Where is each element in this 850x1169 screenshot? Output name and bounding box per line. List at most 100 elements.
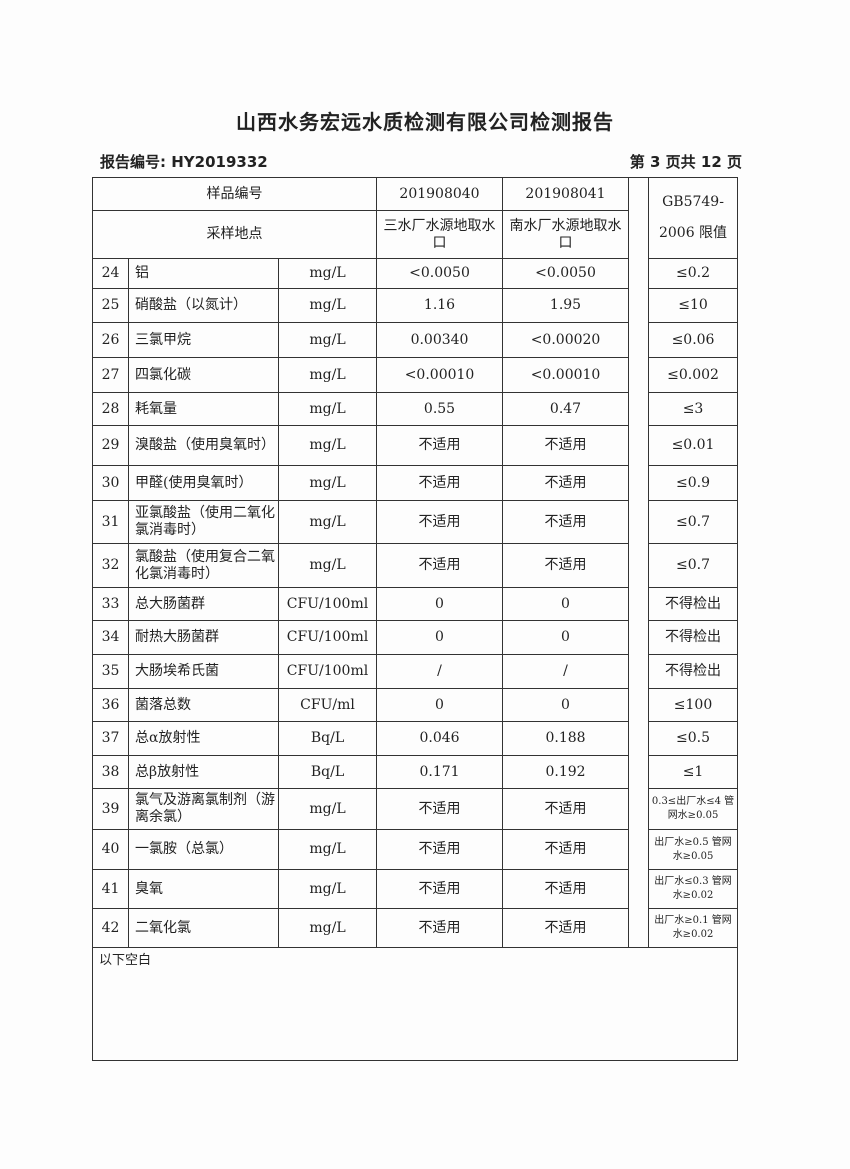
item-unit: mg/L [277, 392, 378, 426]
item-number: 37 [92, 721, 129, 756]
limit-value: ≤0.002 [648, 357, 739, 393]
sample-1-value: <0.0050 [376, 258, 504, 289]
table-row: 42 二氧化氯 mg/L 不适用 不适用 出厂水≥0.1 管网水≥0.02 [92, 908, 739, 948]
table-row: 35 大肠埃希氏菌 CFU/100ml / / 不得检出 [92, 654, 739, 689]
sample-1-value: 0.046 [376, 721, 504, 756]
report-number: 报告编号: HY2019332 [100, 153, 268, 171]
item-name: 亚氯酸盐（使用二氧化氯消毒时） [128, 500, 279, 544]
item-unit: mg/L [277, 829, 378, 870]
item-number: 26 [92, 322, 129, 358]
item-name: 溴酸盐（使用臭氧时） [128, 425, 279, 466]
sample-1-value: 不适用 [376, 425, 504, 466]
table-row: 24 铝 mg/L <0.0050 <0.0050 ≤0.2 [92, 258, 739, 289]
item-name: 耗氧量 [128, 392, 279, 426]
item-unit: CFU/100ml [277, 654, 378, 689]
sample-1-value: 0.00340 [376, 322, 504, 358]
table-row: 38 总β放射性 Bq/L 0.171 0.192 ≤1 [92, 755, 739, 789]
table-row: 37 总α放射性 Bq/L 0.046 0.188 ≤0.5 [92, 721, 739, 756]
item-unit: CFU/100ml [277, 620, 378, 655]
limit-value: ≤0.01 [648, 425, 739, 466]
sample-2-value: 不适用 [502, 500, 630, 544]
limit-value: ≤0.7 [648, 500, 739, 544]
item-number: 36 [92, 688, 129, 722]
item-name: 一氯胺（总氯） [128, 829, 279, 870]
item-name: 总α放射性 [128, 721, 279, 756]
limit-value: ≤0.2 [648, 258, 739, 289]
item-name: 臭氧 [128, 869, 279, 909]
spacer-column [628, 177, 650, 948]
item-name: 三氯甲烷 [128, 322, 279, 358]
results-table: 样品编号 201908040 201908041 GB5749- 2006 限值 … [91, 177, 739, 1061]
item-number: 28 [92, 392, 129, 426]
item-number: 33 [92, 587, 129, 621]
sample-2-id: 201908041 [502, 177, 630, 211]
item-name: 硝酸盐（以氮计） [128, 288, 279, 323]
item-number: 27 [92, 357, 129, 393]
sample-1-value: 0 [376, 620, 504, 655]
item-number: 29 [92, 425, 129, 466]
sample-2-value: 不适用 [502, 465, 630, 501]
sample-2-value: 不适用 [502, 869, 630, 909]
sample-1-value: 1.16 [376, 288, 504, 323]
item-name: 甲醛(使用臭氧时） [128, 465, 279, 501]
item-number: 42 [92, 908, 129, 948]
sample-1-value: 0 [376, 688, 504, 722]
item-name: 四氯化碳 [128, 357, 279, 393]
sample-2-value: 0 [502, 688, 630, 722]
sample-2-value: <0.0050 [502, 258, 630, 289]
item-number: 32 [92, 543, 129, 588]
item-unit: mg/L [277, 425, 378, 466]
item-unit: Bq/L [277, 755, 378, 789]
location-label: 采样地点 [91, 210, 378, 259]
item-unit: Bq/L [277, 721, 378, 756]
limit-value: 出厂水≥0.1 管网水≥0.02 [648, 908, 739, 948]
sample-2-value: 1.95 [502, 288, 630, 323]
item-unit: mg/L [277, 908, 378, 948]
sample-1-value: 不适用 [376, 829, 504, 870]
limit-value: ≤3 [648, 392, 739, 426]
limit-value: 不得检出 [648, 587, 739, 621]
item-name: 菌落总数 [128, 688, 279, 722]
item-number: 38 [92, 755, 129, 789]
item-name: 二氧化氯 [128, 908, 279, 948]
sample-2-value: 不适用 [502, 829, 630, 870]
table-row: 26 三氯甲烷 mg/L 0.00340 <0.00020 ≤0.06 [92, 322, 739, 358]
page-info: 第 3 页共 12 页 [629, 153, 742, 171]
item-unit: mg/L [277, 869, 378, 909]
sample-2-value: 不适用 [502, 908, 630, 948]
sample-2-value: <0.00010 [502, 357, 630, 393]
limit-value: 出厂水≤0.3 管网水≥0.02 [648, 869, 739, 909]
limit-value: ≤10 [648, 288, 739, 323]
footer-note: 以下空白 [91, 947, 739, 1061]
sample-1-value: 不适用 [376, 465, 504, 501]
limit-value: ≤1 [648, 755, 739, 789]
sample-1-location: 三水厂水源地取水口 [376, 210, 504, 259]
sample-2-value: 不适用 [502, 788, 630, 830]
item-unit: mg/L [277, 543, 378, 588]
item-unit: mg/L [277, 465, 378, 501]
sample-1-value: 不适用 [376, 543, 504, 588]
table-row: 33 总大肠菌群 CFU/100ml 0 0 不得检出 [92, 587, 739, 621]
item-number: 25 [92, 288, 129, 323]
limit-value: ≤0.06 [648, 322, 739, 358]
item-unit: mg/L [277, 288, 378, 323]
sample-1-value: 0.55 [376, 392, 504, 426]
item-name: 总大肠菌群 [128, 587, 279, 621]
item-unit: CFU/ml [277, 688, 378, 722]
limit-value: 不得检出 [648, 620, 739, 655]
table-row: 31 亚氯酸盐（使用二氧化氯消毒时） mg/L 不适用 不适用 ≤0.7 [92, 500, 739, 544]
limit-value: 出厂水≥0.5 管网水≥0.05 [648, 829, 739, 870]
item-name: 氯气及游离氯制剂（游离余氯） [128, 788, 279, 830]
limit-header: GB5749- 2006 限值 [648, 177, 739, 259]
table-row: 25 硝酸盐（以氮计） mg/L 1.16 1.95 ≤10 [92, 288, 739, 323]
sample-2-value: 不适用 [502, 425, 630, 466]
item-unit: mg/L [277, 357, 378, 393]
item-number: 35 [92, 654, 129, 689]
item-number: 39 [92, 788, 129, 830]
limit-value: ≤0.5 [648, 721, 739, 756]
item-unit: mg/L [277, 322, 378, 358]
table-row: 30 甲醛(使用臭氧时） mg/L 不适用 不适用 ≤0.9 [92, 465, 739, 501]
item-number: 30 [92, 465, 129, 501]
item-unit: CFU/100ml [277, 587, 378, 621]
